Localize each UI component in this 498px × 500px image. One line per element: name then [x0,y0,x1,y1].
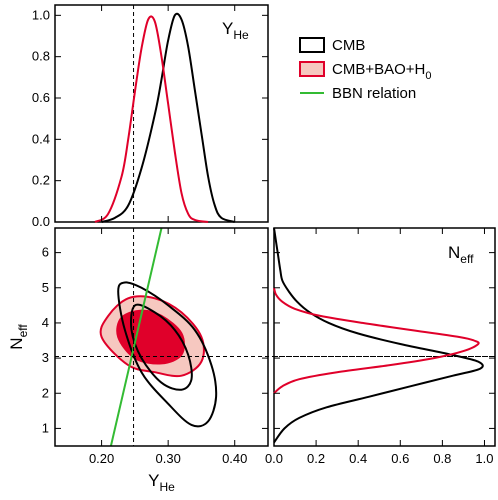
yhe-neff-contour-panel: 1 2 3 4 5 6 0.20 0.30 0.40 YHe Neff [7,227,495,494]
x-tick-label: 0.40 [222,451,247,466]
x-tick-label: 0.30 [156,451,181,466]
y-tick-label: 5 [42,280,49,295]
x-tick-label: 0.20 [89,451,114,466]
y-tick-label: 0.2 [32,173,50,188]
legend: CMB CMB+BAO+H0 BBN relation [299,37,432,102]
y-tick-label: 2 [42,385,49,400]
bbn-relation-line [109,228,163,446]
yhe-posterior-panel: 0.0 0.2 0.4 0.6 0.8 1.0 YHe [32,4,269,229]
yhe-curve-cmb-bao-h0 [94,15,209,223]
legend-label-2: BBN relation [332,85,416,102]
neff-ticks: 0.0 0.2 0.4 0.6 0.8 1.0 [265,228,495,466]
yhe-panel-label: YHe [222,19,249,42]
x-tick-label: 1.0 [475,451,493,466]
x-tick-label: 0.6 [391,451,409,466]
yhe-ticks: 0.0 0.2 0.4 0.6 0.8 1.0 [32,5,268,229]
x-tick-label: 0.0 [265,451,283,466]
legend-swatch-1 [299,61,325,77]
contour-ticks: 1 2 3 4 5 6 0.20 0.30 0.40 [42,228,268,466]
contour-cmb-95- [117,281,218,428]
legend-swatch-0 [299,37,325,53]
y-tick-label: 1.0 [32,7,50,22]
neff-curves [273,227,484,444]
y-tick-label: 3 [42,350,49,365]
x-axis-label: YHe [148,471,175,494]
y-tick-label: 0.0 [32,214,50,229]
legend-label-0: CMB [332,37,365,54]
y-axis-label: Neff [7,324,30,350]
neff-curve-cmb [273,227,484,444]
contours [99,281,218,428]
x-tick-label: 0.2 [307,451,325,466]
y-tick-label: 0.4 [32,131,50,146]
legend-label-1: CMB+BAO+H0 [332,61,432,82]
neff-panel-frame [273,227,496,447]
x-tick-label: 0.4 [349,451,367,466]
yhe-panel-frame [54,4,269,223]
y-tick-label: 6 [42,245,49,260]
y-tick-label: 0.6 [32,90,50,105]
y-tick-label: 4 [42,315,49,330]
neff-curve-cmb-bao-h0 [273,287,480,395]
y-tick-label: 1 [42,420,49,435]
contour-panel-frame [54,227,269,447]
neff-posterior-panel: 0.0 0.2 0.4 0.6 0.8 1.0 Neff [265,227,496,466]
y-tick-label: 0.8 [32,49,50,64]
yhe-curve-cmb [101,12,236,223]
neff-panel-label: Neff [448,243,474,266]
x-tick-label: 0.8 [433,451,451,466]
yhe-curves [94,12,236,223]
